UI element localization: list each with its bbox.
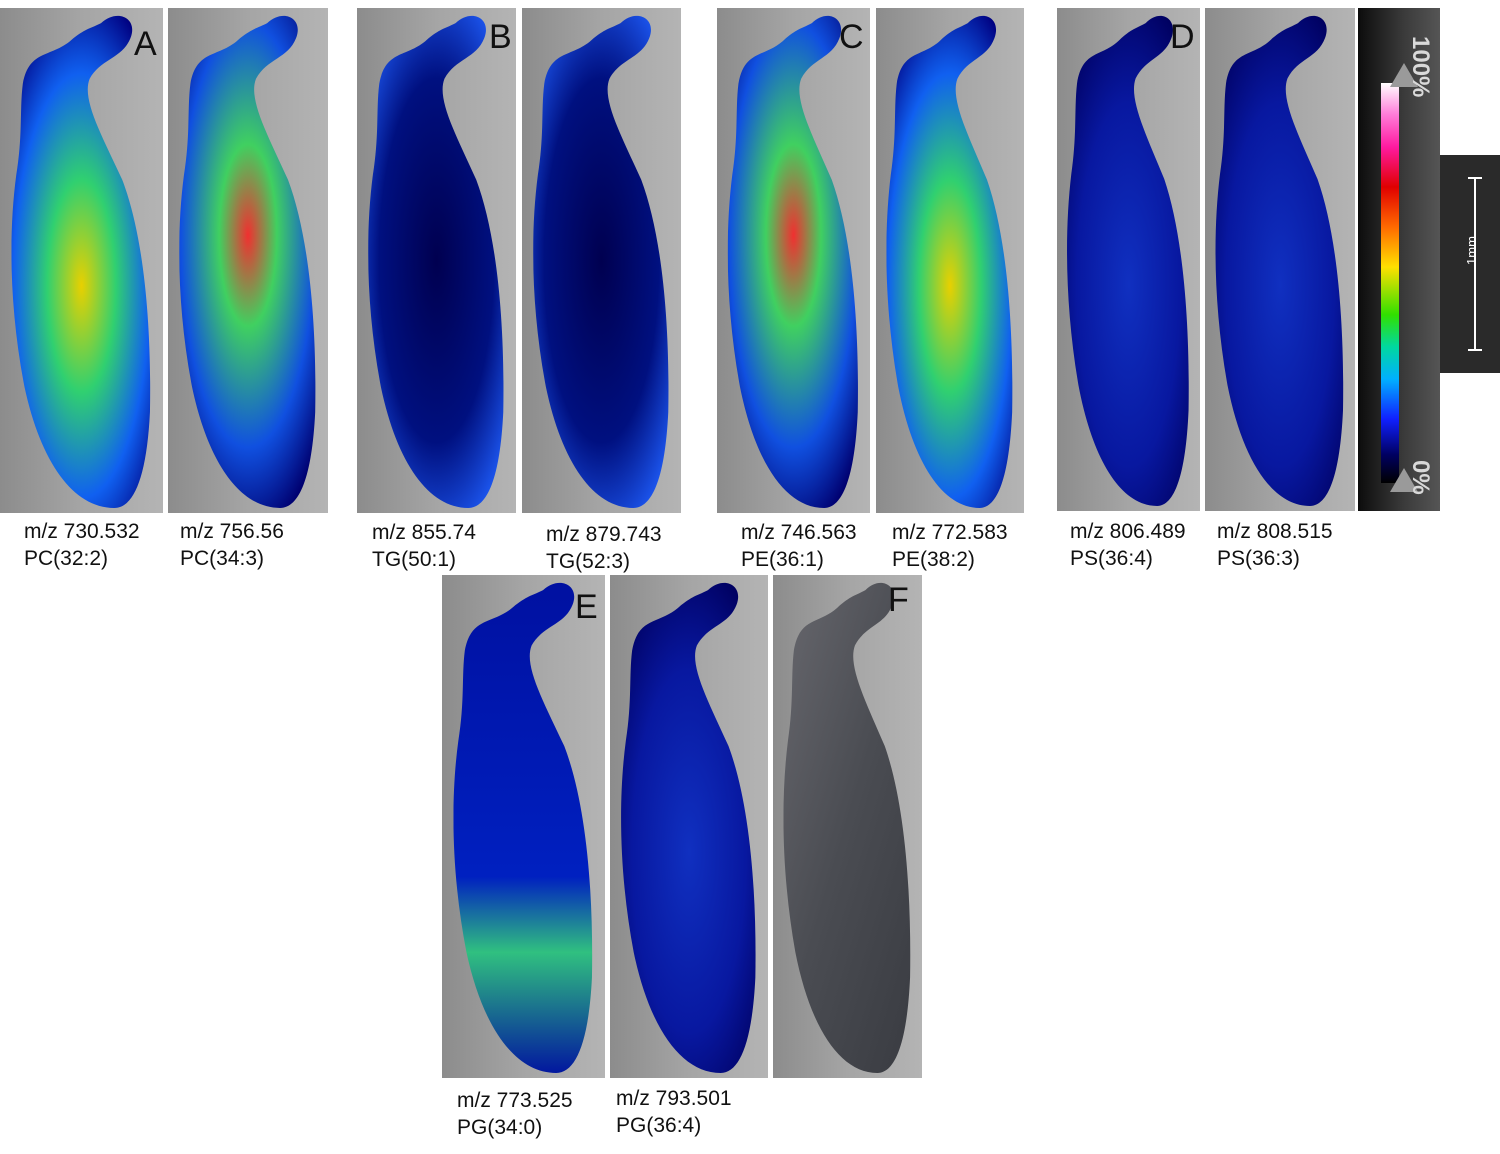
panel-e-image-2 — [610, 575, 768, 1078]
caption-d-1: m/z 806.489 PS(36:4) — [1070, 518, 1186, 572]
scale-label: 1mm — [1463, 236, 1479, 265]
tissue-photo — [783, 582, 911, 1073]
panel-a-image-2 — [168, 8, 328, 513]
caption-c-1: m/z 746.563 PE(36:1) — [741, 519, 857, 573]
lipid-label: PC(34:3) — [180, 547, 265, 570]
colorbar-max-label: 100% — [1407, 36, 1434, 98]
scale-line — [1474, 177, 1476, 350]
caption-a-1: m/z 730.532 PC(32:2) — [24, 518, 140, 572]
panel-d-image-2 — [1205, 8, 1355, 511]
panel-letter-a: A — [134, 25, 157, 63]
caption-a-2: m/z 756.56 PC(34:3) — [180, 518, 284, 572]
panel-b-image-1 — [357, 8, 516, 513]
mz-label: m/z 773.525 — [457, 1089, 573, 1112]
panel-letter-c: C — [839, 18, 864, 56]
mz-label: m/z 772.583 — [892, 521, 1008, 544]
lipid-label: PC(32:2) — [24, 547, 109, 570]
lipid-label: PG(36:4) — [616, 1114, 702, 1137]
lipid-label: PE(36:1) — [741, 548, 824, 571]
panel-f-image — [773, 575, 922, 1078]
caption-b-1: m/z 855.74 TG(50:1) — [372, 519, 476, 573]
caption-e-2: m/z 793.501 PG(36:4) — [616, 1085, 732, 1139]
panel-letter-e: E — [575, 588, 598, 626]
scale-bar: 1mm — [1440, 155, 1500, 373]
mz-label: m/z 879.743 — [546, 523, 662, 546]
intensity-colorbar: 100% 0% — [1358, 8, 1440, 511]
tissue-heatmap — [1067, 15, 1189, 506]
lipid-label: PS(36:3) — [1217, 547, 1300, 570]
tissue-heatmap — [179, 15, 316, 508]
panel-letter-b: B — [489, 18, 512, 56]
mz-label: m/z 756.56 — [180, 520, 284, 543]
panel-d-image-1 — [1057, 8, 1200, 511]
lipid-label: PE(38:2) — [892, 548, 975, 571]
lipid-label: PS(36:4) — [1070, 547, 1153, 570]
panel-letter-f: F — [888, 581, 909, 619]
lipid-label: TG(52:3) — [546, 550, 631, 573]
mz-label: m/z 806.489 — [1070, 520, 1186, 543]
tissue-heatmap — [727, 15, 858, 508]
tissue-heatmap — [533, 15, 669, 508]
panel-letter-d: D — [1170, 18, 1195, 56]
panel-c-image-1 — [717, 8, 870, 513]
tissue-heatmap — [368, 15, 504, 508]
panel-a-image-1 — [0, 8, 163, 513]
mz-label: m/z 808.515 — [1217, 520, 1333, 543]
tissue-heatmap — [621, 582, 756, 1073]
panel-c-image-2 — [876, 8, 1024, 513]
max-marker-icon — [1390, 63, 1418, 87]
panel-b-image-2 — [522, 8, 681, 513]
lipid-label: PG(34:0) — [457, 1116, 543, 1139]
caption-c-2: m/z 772.583 PE(38:2) — [892, 519, 1008, 573]
caption-b-2: m/z 879.743 TG(52:3) — [546, 521, 662, 575]
tissue-heatmap — [11, 15, 151, 508]
colorbar-min-label: 0% — [1407, 460, 1434, 495]
tissue-heatmap — [886, 15, 1013, 508]
panel-e-image-1 — [442, 575, 605, 1078]
mz-label: m/z 730.532 — [24, 520, 140, 543]
caption-e-1: m/z 773.525 PG(34:0) — [457, 1087, 573, 1141]
tissue-heatmap — [453, 582, 593, 1073]
scale-cap-bottom — [1468, 349, 1482, 351]
colorbar-gradient — [1381, 83, 1399, 483]
lipid-label: TG(50:1) — [372, 548, 457, 571]
mz-label: m/z 793.501 — [616, 1087, 732, 1110]
mz-label: m/z 746.563 — [741, 521, 857, 544]
tissue-heatmap — [1215, 15, 1344, 506]
min-marker-icon — [1390, 468, 1418, 492]
caption-d-2: m/z 808.515 PS(36:3) — [1217, 518, 1333, 572]
mz-label: m/z 855.74 — [372, 521, 476, 544]
